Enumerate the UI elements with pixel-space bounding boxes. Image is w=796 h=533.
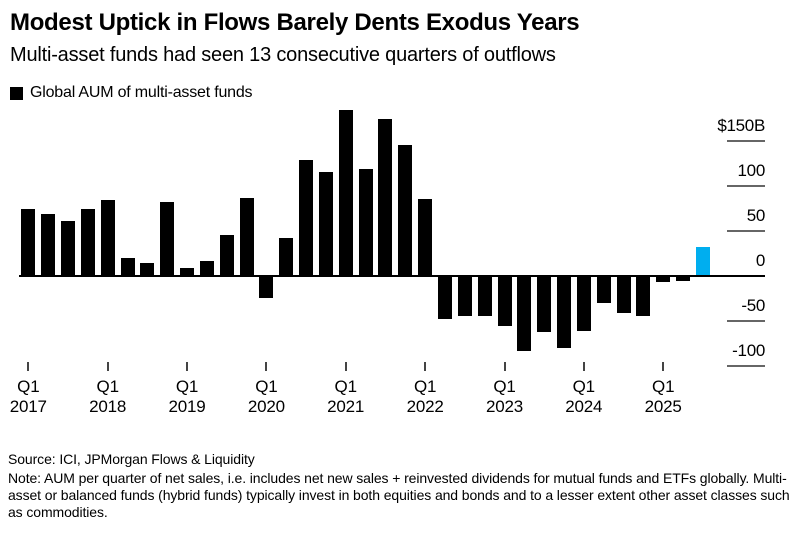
bar-q1-2024 <box>576 276 591 331</box>
bar-q1-2025 <box>656 276 671 283</box>
legend-swatch-icon <box>10 86 23 100</box>
x-tick-year-label: 2021 <box>327 397 365 416</box>
x-tick-mark <box>27 362 30 371</box>
y-tick-label: 100 <box>737 161 766 180</box>
x-tick-year-label: 2017 <box>9 397 47 416</box>
y-tick-dash <box>727 365 765 367</box>
x-tick-mark <box>662 362 665 371</box>
x-tick-quarter-label: Q1 <box>175 377 199 396</box>
bar-q2-2021 <box>358 168 373 276</box>
x-tick-mark <box>344 362 347 371</box>
bar-q2-2023 <box>517 276 532 351</box>
x-tick-quarter-label: Q1 <box>96 377 119 396</box>
bar-q3-2022 <box>457 276 472 316</box>
bar-q2-2017 <box>41 213 56 276</box>
bar-q4-2021 <box>398 144 413 276</box>
x-tick-year-label: 2019 <box>168 397 206 416</box>
x-tick-mark <box>503 362 506 371</box>
footer: Source: ICI, JPMorgan Flows & Liquidity … <box>8 451 790 521</box>
x-tick-year-label: 2020 <box>247 397 285 416</box>
bar-q4-2019 <box>239 197 254 276</box>
x-tick-mark <box>186 362 188 371</box>
y-tick-label: -50 <box>741 296 765 315</box>
x-tick-quarter-label: Q1 <box>334 377 357 396</box>
bar-q4-2017 <box>80 209 95 276</box>
x-tick-quarter-label: Q1 <box>255 377 278 396</box>
chart-title: Modest Uptick in Flows Barely Dents Exod… <box>10 9 580 36</box>
footer-source: Source: ICI, JPMorgan Flows & Liquidity <box>8 451 255 467</box>
x-tick-year-label: 2024 <box>565 397 603 416</box>
y-tick-label: $150B <box>717 116 765 135</box>
bar-q1-2021 <box>338 109 353 276</box>
footer-note: Note: AUM per quarter of net sales, i.e.… <box>8 470 790 521</box>
bar-q1-2020 <box>259 276 274 298</box>
bar-q2-2025 <box>676 276 690 282</box>
y-tick-label: 0 <box>755 251 765 270</box>
bar-q2-2019 <box>199 260 214 276</box>
y-tick-dash <box>727 140 765 142</box>
x-tick-year-label: 2022 <box>406 397 444 416</box>
y-tick-label: -100 <box>732 341 765 360</box>
bar-q4-2018 <box>160 202 175 276</box>
bar-q2-2020 <box>279 238 294 276</box>
x-tick-quarter-label: Q1 <box>572 377 595 396</box>
y-tick-dash <box>727 320 765 322</box>
x-tick-quarter-label: Q1 <box>652 377 675 396</box>
bar-q2-2018 <box>120 258 135 276</box>
bar-q1-2017 <box>21 209 36 276</box>
zero-axis-line <box>19 275 765 277</box>
x-tick-year-label: 2025 <box>644 397 682 416</box>
bar-q3-2025 <box>695 247 710 276</box>
bar-q3-2024 <box>616 276 631 313</box>
x-tick-year-label: 2018 <box>89 397 127 416</box>
bar-q4-2023 <box>557 276 571 348</box>
bar-q4-2020 <box>318 171 333 276</box>
x-tick-mark <box>265 362 268 371</box>
bar-q3-2023 <box>537 276 552 332</box>
chart-subtitle: Multi-asset funds had seen 13 consecutiv… <box>10 44 556 66</box>
legend: Global AUM of multi-asset funds <box>10 84 253 102</box>
y-tick-dash <box>727 185 765 187</box>
bar-q3-2021 <box>378 118 393 276</box>
x-tick-quarter-label: Q1 <box>493 377 516 396</box>
bar-q2-2024 <box>596 276 611 303</box>
bar-q1-2019 <box>180 267 194 276</box>
x-tick-mark <box>424 362 427 371</box>
bar-q3-2020 <box>299 159 314 276</box>
bar-chart-plot-area: $150B 100 50 0 -50 -100 Q1 2017 Q1 2018 Q1 2019 Q1 20… <box>0 105 796 433</box>
bar-q1-2022 <box>418 198 433 276</box>
x-tick-quarter-label: Q1 <box>17 377 40 396</box>
legend-label: Global AUM of multi-asset funds <box>30 84 253 101</box>
y-tick-label: 50 <box>746 206 766 225</box>
bar-q3-2019 <box>219 234 234 276</box>
x-tick-mark <box>106 362 109 371</box>
bar-q1-2018 <box>100 200 115 276</box>
x-tick-mark <box>582 362 585 371</box>
bar-q3-2018 <box>140 263 155 276</box>
bar-q3-2017 <box>61 221 75 276</box>
bar-q4-2024 <box>636 276 651 316</box>
y-tick-dash <box>727 230 765 232</box>
x-tick-quarter-label: Q1 <box>413 377 437 396</box>
x-tick-year-label: 2023 <box>485 397 524 416</box>
bar-q1-2023 <box>497 276 512 326</box>
bar-q2-2022 <box>437 276 452 320</box>
bar-q4-2022 <box>477 276 492 316</box>
